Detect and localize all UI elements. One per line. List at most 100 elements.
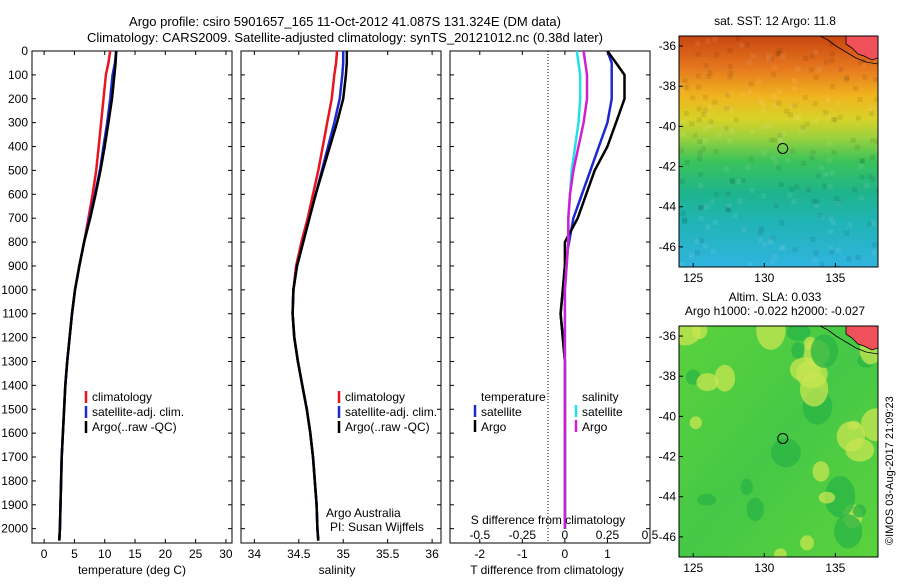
sst-texture-cell [776,50,782,56]
depth-tick-label: 200 [8,92,28,106]
sst-texture-cell [814,202,820,208]
sla-map-subtitle: Argo h1000: -0.022 h2000: -0.027 [685,304,865,318]
sst-texture-cell [768,56,774,62]
sst-texture-cell [773,203,779,209]
sla-map-axes: 125 130 135 -36 -38 -40 -42 -44 -46 [659,329,846,575]
sst-texture-cell [775,51,781,57]
sst-texture-cell [736,179,742,185]
sst-texture-cell [832,117,838,123]
sst-texture-cell [855,255,861,260]
sst-texture-cell [816,66,822,72]
series-line-argo-raw-qc- [58,50,118,541]
depth-tick-label: 400 [8,140,28,154]
sst-texture-cell [823,109,829,115]
x-tick-label: 30 [219,547,233,561]
sla-map-frame [678,325,879,558]
sst-texture-cell [744,42,750,48]
sst-texture-cell [818,212,824,218]
sst-texture-cell [698,183,704,189]
sst-texture-cell [812,100,818,106]
x-tick-label: 0 [562,547,569,561]
sst-texture-cell [697,156,702,161]
sst-texture-cell [780,54,786,60]
t-difference-axis-label: T difference from climatology [470,563,624,577]
x-tick-label: 35.5 [376,547,400,561]
sst-map [678,35,879,268]
sst-texture-cell [689,121,695,127]
sst-texture-cell [830,84,836,90]
sst-texture-cell [702,243,708,249]
sst-texture-cell [781,245,787,250]
depth-tick-label: 800 [8,235,28,249]
sla-texture-blob [800,371,829,407]
sst-texture-cell [792,85,798,91]
credit-text: Argo Australia [326,506,401,520]
sla-texture-blob [714,364,736,392]
sst-texture-cell [740,178,746,184]
depth-tick-label: 900 [8,259,28,273]
sst-texture-cell [825,97,831,103]
sst-texture-cell [695,51,701,57]
sst-texture-cell [864,183,870,189]
sst-texture-cell [820,214,825,220]
sst-texture-cell [874,97,878,103]
sst-texture-cell [692,132,698,138]
sst-texture-cell [801,160,807,166]
sst-texture-cell [862,74,868,80]
sst-texture-cell [762,242,767,248]
sst-texture-cell [705,224,711,230]
sst-texture-cell [689,252,694,258]
float-position-marker [777,142,789,154]
sla-map [678,325,879,558]
coastline-land [845,326,878,351]
lat-tick-label: -42 [659,160,677,174]
lon-tick-label: 135 [825,561,845,575]
sst-texture-cell [815,173,821,179]
sst-texture-cell [702,107,708,113]
lat-tick-label: -38 [659,369,677,383]
legend-label-argo: Argo(..raw -QC) [92,420,177,434]
sst-texture-cell [694,239,700,244]
lat-tick-label: -36 [659,39,677,53]
sst-texture-cell [823,171,829,177]
sst-texture-cell [679,88,685,94]
sst-texture-cell [838,67,844,72]
sst-texture-cell [730,179,736,185]
sst-texture-cell [871,220,877,226]
sst-texture-cell [851,187,857,193]
sst-texture-cell [823,59,829,65]
sst-texture-cell [810,236,816,242]
sst-texture-cell [772,137,778,143]
sst-texture-cell [696,84,702,90]
sst-texture-cell [875,146,878,152]
x-tick-label: -1 [517,547,528,561]
sst-texture-cell [875,138,878,144]
sst-texture-cell [813,49,819,55]
sst-texture-cell [829,51,835,57]
sla-texture-blob [756,326,786,350]
sst-texture-cell [787,112,793,118]
sst-texture-cell [829,249,834,255]
sst-texture-cell [698,205,703,211]
sst-texture-cell [739,42,745,48]
sst-texture-cell [876,188,878,194]
sst-texture-cell [702,94,708,100]
sst-texture-cell [770,236,776,241]
depth-tick-label: 1900 [1,498,28,512]
sla-texture-blob [692,326,708,340]
sst-texture-cell [697,150,703,156]
sst-texture-cell [690,95,696,101]
sst-texture-cell [713,148,719,154]
depth-tick-label: 300 [8,116,28,130]
sla-texture-blob [786,326,811,341]
x-tick-label: 35 [337,547,351,561]
sla-texture-blob [697,493,717,506]
sst-texture-cell [733,117,739,123]
difference-legend: temperature satellite Argo salinity sate… [473,390,623,434]
sst-texture-cell [777,138,783,144]
sst-texture-cell [794,114,800,120]
sst-texture-cell [757,238,763,243]
sst-texture-cell [683,110,689,116]
sst-texture-cell [701,111,707,117]
depth-tick-label: 1700 [1,450,28,464]
